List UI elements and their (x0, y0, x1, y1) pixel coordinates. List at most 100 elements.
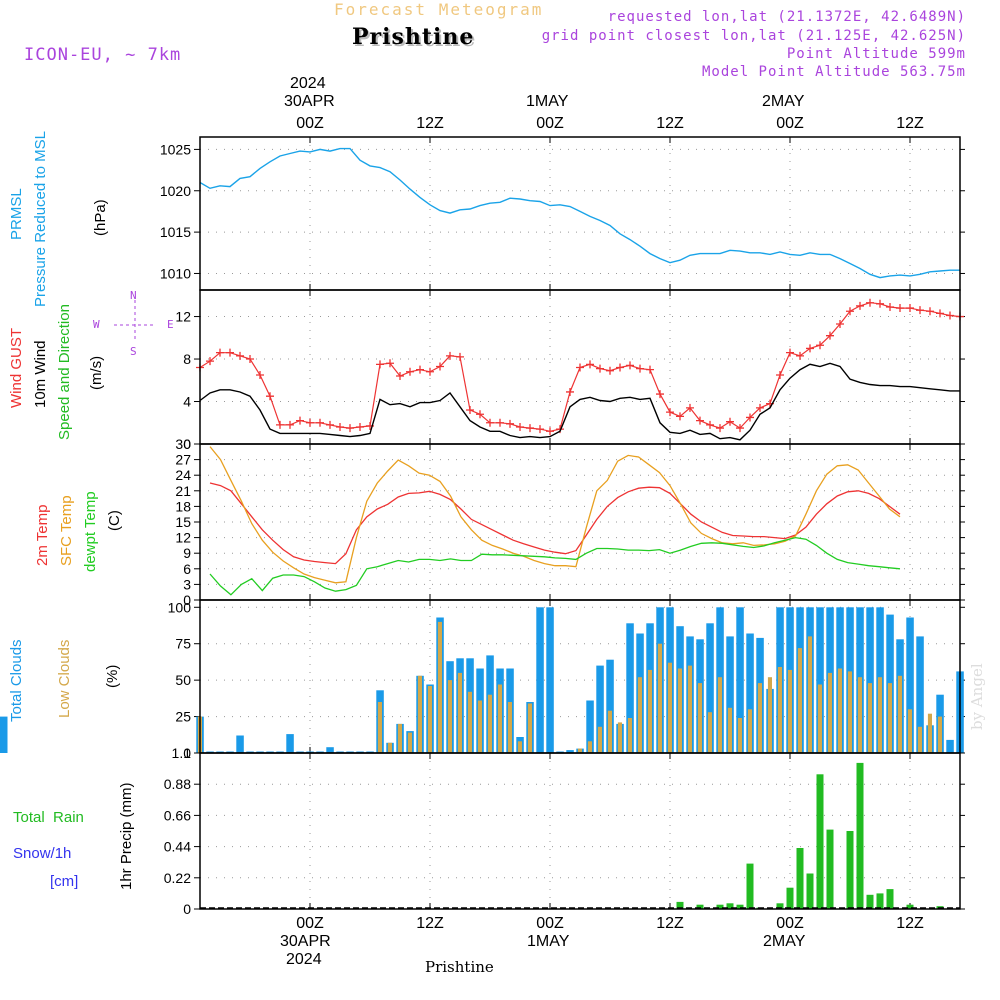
low-cloud-bar (427, 686, 432, 753)
gust-marker (936, 309, 944, 318)
precip-ytick-label: 0.88 (164, 776, 191, 792)
gust-marker (786, 348, 794, 357)
gust-marker (566, 387, 574, 396)
low-cloud-bar (877, 677, 882, 753)
low-cloud-bar (727, 707, 732, 753)
low-cloud-bar (417, 675, 422, 753)
top-time-label: 00Z (536, 115, 564, 132)
compass-e: E (167, 318, 174, 331)
gust-marker (356, 423, 364, 432)
rain-bar (856, 762, 864, 909)
low-cloud-bar (637, 677, 642, 753)
low-cloud-bar (807, 636, 812, 753)
rain-bar (736, 904, 744, 909)
low-cloud-bar (937, 716, 942, 753)
precip-ytick-label: 0.66 (164, 807, 191, 823)
gust-marker (436, 362, 444, 371)
gust-marker (256, 370, 264, 379)
top-time-label: 12Z (896, 115, 924, 132)
top-date-30apr: 30APR (284, 93, 335, 110)
bottom-time-label: 00Z (296, 915, 324, 932)
gust-marker (376, 360, 384, 369)
gust-marker (716, 424, 724, 433)
total-cloud-bar (586, 700, 594, 753)
low-cloud-bar (437, 621, 442, 753)
gust-marker (666, 408, 674, 417)
gust-marker (236, 351, 244, 360)
gust-marker (876, 299, 884, 308)
precip-ytick-label: 0.44 (164, 839, 191, 855)
gust-marker (216, 348, 224, 357)
rain-bar (846, 831, 854, 909)
gust-marker (796, 351, 804, 360)
gust-marker (866, 298, 874, 307)
low-cloud-bar (657, 643, 662, 753)
temperature-ytick-label: 15 (175, 514, 191, 530)
closest-coords: grid point closest lon,lat (21.125E, 42.… (541, 28, 966, 44)
gust-marker (736, 424, 744, 433)
low-cloud-bar (717, 677, 722, 753)
low-cloud-bar (477, 700, 482, 753)
rain-bar (726, 903, 734, 909)
gust-marker (946, 311, 954, 320)
low-cloud-bar (757, 683, 762, 753)
gust-marker (616, 363, 624, 372)
top-time-label: 00Z (776, 115, 804, 132)
gust-marker (686, 403, 694, 412)
model-altitude: Model Point Altitude 563.75m (701, 64, 966, 80)
total-cloud-bar (946, 739, 954, 753)
gust-marker (536, 425, 544, 434)
rain-bar (746, 863, 754, 909)
low-cloud-bar (397, 723, 402, 753)
temperature-ytick-label: 27 (175, 452, 191, 468)
gust-marker (546, 427, 554, 436)
gust-marker (836, 319, 844, 328)
low-cloud-bar (917, 726, 922, 753)
model-label: ICON-EU, ~ 7km (24, 45, 182, 65)
temperature-ytick-label: 21 (175, 483, 191, 499)
total-cloud-bar (536, 607, 544, 753)
low-cloud-bar (607, 710, 612, 753)
temperature-frame (199, 443, 961, 601)
total-cloud-bar (746, 633, 754, 753)
precip-ytick-label: 1.1 (172, 745, 192, 761)
low-cloud-bar (747, 709, 752, 753)
low-cloud-bar (797, 648, 802, 753)
top-date-1may: 1MAY (526, 93, 569, 110)
total-cloud-bar (866, 607, 874, 753)
pressure-ytick-label: 1025 (160, 141, 191, 157)
low-cloud-bar (767, 677, 772, 753)
gust-marker (296, 416, 304, 425)
gust-marker (596, 364, 604, 373)
rain-bar (776, 903, 784, 909)
low-cloud-bar (627, 718, 632, 753)
point-altitude: Point Altitude 599m (786, 46, 966, 62)
gust-marker (336, 423, 344, 432)
precip-ytick-label: 0.22 (164, 870, 191, 886)
wind-ytick-label: 12 (175, 309, 191, 325)
wind-line (199, 362, 960, 441)
clouds-frame (199, 599, 961, 754)
snow-unit-label: [cm] (50, 873, 79, 890)
compass-rose (114, 300, 156, 342)
bottom-date-year: 2024 (286, 951, 322, 968)
top-time-label: 12Z (656, 115, 684, 132)
precip-ytick-label: 0 (183, 901, 191, 917)
gust-marker (226, 348, 234, 357)
precip-frame (199, 752, 961, 910)
low-cloud-bar (507, 702, 512, 753)
temperature-ytick-label: 30 (175, 436, 191, 452)
gust-marker (406, 367, 414, 376)
footer-location: Prishtine (425, 958, 494, 976)
rain-bar (716, 904, 724, 909)
low-cloud-bar (517, 741, 522, 753)
total-cloud-bar (916, 636, 924, 753)
wind-ytick-label: 8 (183, 351, 191, 367)
total-cloud-bar (546, 607, 554, 753)
low-cloud-bar (697, 683, 702, 753)
forecast-label: Forecast Meteogram (334, 0, 544, 19)
bottom-date-1may: 1MAY (527, 933, 570, 950)
gust-marker (246, 355, 254, 364)
gust-marker (646, 365, 654, 374)
